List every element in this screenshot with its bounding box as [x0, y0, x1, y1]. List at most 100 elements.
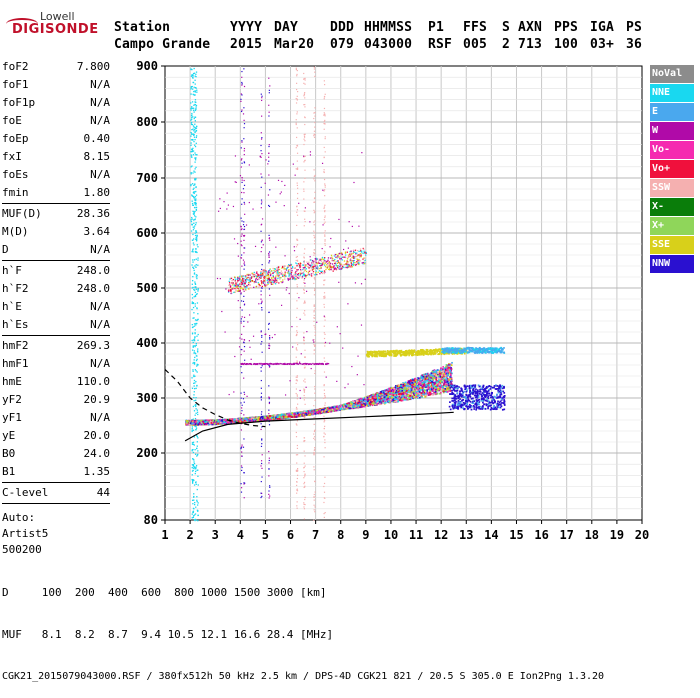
echo-point: [268, 161, 269, 162]
echo-point: [305, 465, 306, 466]
echo-point: [193, 347, 194, 348]
echo-point: [194, 352, 195, 353]
echo-point: [194, 380, 195, 381]
echo-point: [303, 502, 304, 503]
echo-point: [243, 398, 244, 399]
echo-point: [195, 75, 196, 76]
echo-point: [195, 426, 196, 427]
echo-point: [196, 143, 197, 144]
echo-point: [261, 439, 262, 440]
echo-point: [244, 402, 245, 403]
echo-point: [261, 203, 262, 204]
echo-point: [269, 144, 270, 145]
echo-point: [190, 108, 191, 109]
echo-point: [191, 155, 192, 156]
echo-point: [303, 332, 304, 333]
echo-point: [296, 330, 297, 331]
echo-point: [191, 309, 192, 310]
echo-point: [448, 385, 450, 387]
echo-point: [194, 325, 195, 326]
echo-point: [193, 196, 194, 197]
echo-point: [191, 221, 192, 222]
echo-point: [192, 349, 193, 350]
echo-point: [297, 193, 298, 194]
echo-point: [314, 107, 315, 108]
echo-point: [324, 129, 325, 130]
echo-point: [268, 115, 269, 116]
echo-point: [304, 314, 305, 315]
echo-point: [260, 497, 261, 498]
echo-point: [432, 385, 434, 387]
echo-point: [241, 470, 242, 471]
echo-point: [261, 341, 262, 342]
echo-point: [297, 501, 298, 502]
echo-point: [243, 138, 244, 139]
echo-point: [193, 226, 194, 227]
echo-point: [324, 243, 325, 244]
echo-point: [261, 201, 262, 202]
echo-point: [197, 302, 198, 303]
echo-point: [198, 502, 199, 503]
echo-point: [241, 322, 242, 323]
echo-point: [324, 157, 325, 158]
echo-point: [241, 300, 242, 301]
echo-point: [194, 259, 195, 260]
echo-point: [241, 257, 242, 258]
echo-point: [313, 405, 314, 406]
echo-point: [296, 347, 297, 348]
echo-point: [193, 345, 194, 346]
echo-point: [303, 483, 304, 484]
echo-point: [194, 87, 195, 88]
echo-point: [244, 265, 245, 266]
echo-point: [303, 380, 304, 381]
echo-point: [269, 90, 270, 91]
echo-point: [244, 392, 245, 393]
echo-point: [260, 150, 261, 151]
echo-point: [303, 504, 304, 505]
echo-point: [413, 393, 415, 395]
echo-point: [193, 307, 194, 308]
echo-point: [195, 106, 196, 107]
echo-point: [324, 280, 325, 281]
echo-point: [192, 324, 193, 325]
echo-point: [241, 77, 242, 78]
echo-point: [244, 346, 245, 347]
echo-point: [243, 326, 244, 327]
echo-point: [193, 111, 194, 112]
echo-point: [297, 470, 298, 471]
echo-point: [191, 76, 192, 77]
echo-point: [324, 334, 325, 335]
echo-point: [262, 365, 263, 366]
echo-point: [313, 466, 314, 467]
echo-point: [241, 234, 242, 235]
echo-point: [191, 340, 192, 341]
echo-point: [241, 254, 242, 255]
echo-point: [195, 406, 196, 407]
echo-point: [195, 110, 196, 111]
echo-point: [191, 217, 192, 218]
echo-point: [297, 99, 298, 100]
echo-point: [195, 102, 196, 103]
echo-point: [197, 520, 198, 521]
echo-point: [193, 465, 194, 466]
echo-point: [296, 300, 297, 301]
echo-point: [197, 510, 198, 511]
echo-point: [192, 287, 193, 288]
echo-point: [198, 484, 199, 485]
echo-point: [241, 241, 242, 242]
echo-point: [268, 105, 269, 106]
echo-point: [313, 255, 314, 256]
echo-point: [196, 388, 197, 389]
echo-point: [432, 374, 434, 376]
echo-point: [296, 212, 297, 213]
echo-point: [240, 101, 241, 102]
echo-point: [324, 477, 325, 478]
echo-point: [244, 123, 245, 124]
echo-point: [196, 276, 197, 277]
echo-point: [314, 176, 315, 177]
echo-point: [314, 288, 315, 289]
echo-point: [261, 399, 262, 400]
echo-point: [314, 350, 315, 351]
echo-point: [296, 342, 297, 343]
echo-point: [195, 74, 196, 75]
